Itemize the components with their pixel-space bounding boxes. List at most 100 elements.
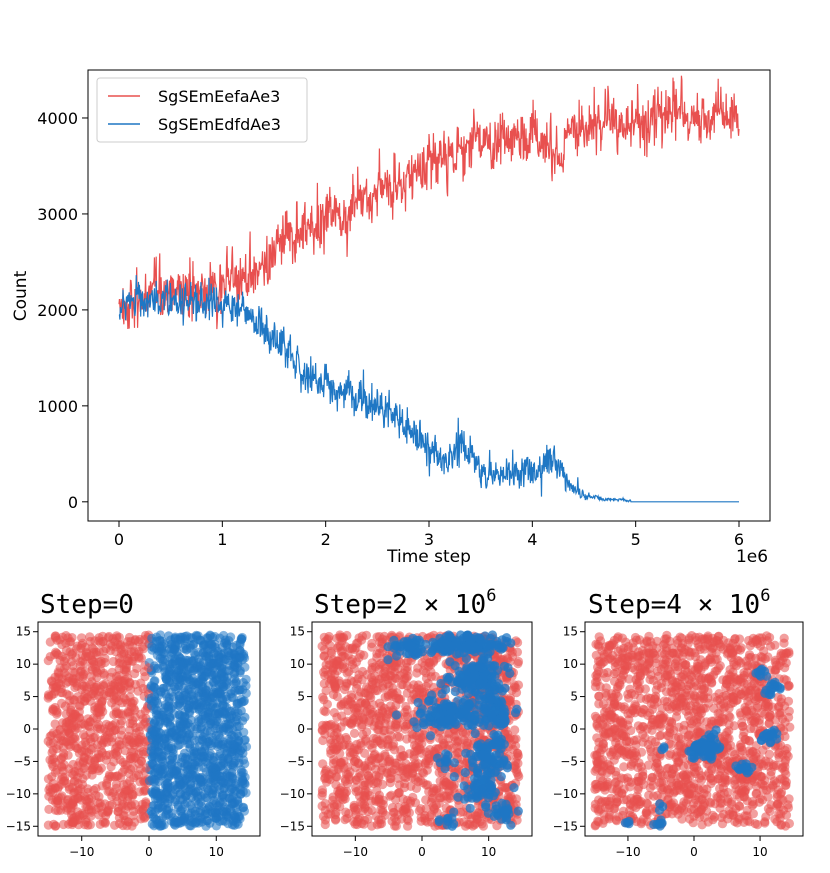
y-tick-label: 10	[290, 657, 305, 671]
scatter-point	[204, 801, 214, 811]
scatter-point	[447, 821, 457, 831]
y-tick-label: −15	[280, 819, 305, 833]
scatter-point	[174, 691, 184, 701]
scatter-point	[161, 689, 171, 699]
scatter-point	[44, 791, 54, 801]
scatter-point	[333, 643, 343, 653]
scatter-point	[465, 819, 475, 830]
y-tick-label: 0	[68, 493, 78, 512]
scatter-point	[132, 663, 142, 674]
scatter-point	[81, 795, 91, 805]
scatter-point	[211, 790, 221, 800]
scatter-point	[155, 821, 165, 831]
scatter-point	[402, 666, 412, 676]
scatter-point	[447, 716, 457, 726]
scatter-point	[367, 638, 377, 649]
scatter-point	[402, 681, 412, 691]
scatter-point	[92, 724, 102, 734]
scatter-point	[429, 682, 439, 693]
scatter-point	[70, 741, 80, 751]
scatter-point	[329, 744, 339, 754]
x-axis-label: Time step	[386, 547, 471, 567]
scatter-point	[465, 711, 475, 721]
scatter-point	[449, 758, 459, 768]
x-tick-label: 3	[424, 530, 434, 549]
scatter-point	[470, 670, 480, 681]
scatter-point	[217, 642, 227, 652]
scatter-point	[464, 689, 474, 699]
scatter-point	[63, 633, 73, 643]
scatter-point	[473, 768, 483, 778]
scatter-point	[241, 688, 251, 699]
scatter-point	[233, 708, 243, 718]
scatter-point	[193, 791, 203, 801]
scatter-point	[459, 781, 469, 791]
scatter-point	[399, 782, 410, 793]
scatter-point	[328, 663, 339, 673]
scatter-point	[128, 716, 138, 726]
scatter-point	[165, 664, 176, 675]
scatter-point	[80, 688, 91, 698]
scatter-point	[120, 746, 130, 756]
scatter-point	[52, 765, 62, 775]
scatter-point	[416, 804, 426, 814]
scatter-point	[225, 714, 235, 724]
scatter-point	[378, 681, 388, 691]
legend-box	[96, 77, 308, 143]
scatter-point	[112, 742, 122, 752]
scatter-point	[73, 793, 83, 804]
scatter-point	[497, 698, 507, 708]
scatter-point	[376, 658, 386, 668]
scatter-point	[136, 756, 146, 766]
scatter-point	[131, 771, 141, 781]
scatter-point	[106, 672, 116, 682]
scatter-point	[75, 810, 85, 820]
scatter-point	[323, 809, 333, 819]
scatter-point	[235, 645, 245, 655]
scatter-points	[43, 630, 252, 831]
scatter-point	[92, 650, 102, 660]
scatter-point	[318, 759, 328, 769]
scatter-point	[99, 646, 109, 656]
scatter-point	[355, 698, 365, 708]
scatter-point	[399, 805, 409, 815]
scatter-point	[134, 734, 144, 745]
scatter-point	[57, 651, 67, 662]
scatter-point	[109, 757, 119, 767]
scatter-point	[73, 692, 83, 702]
scatter-point	[378, 779, 388, 790]
scatter-point	[377, 763, 387, 773]
scatter-point	[81, 647, 91, 657]
scatter-point	[431, 709, 441, 719]
scatter-point	[146, 746, 156, 756]
scatter-point	[118, 659, 128, 669]
scatter-point	[94, 708, 104, 718]
scatter-point	[354, 705, 364, 715]
scatter-point	[362, 727, 372, 737]
scatter-point	[330, 810, 340, 820]
scatter-point	[229, 740, 239, 750]
scatter-point	[100, 817, 110, 827]
scatter-point	[483, 808, 493, 818]
scatter-point	[178, 795, 188, 805]
scatter-point	[513, 637, 523, 648]
scatter-point	[487, 712, 497, 722]
scatter-point	[483, 753, 493, 764]
scatter-point	[349, 728, 360, 739]
scatter-point	[140, 672, 150, 682]
y-tick-label: 5	[23, 690, 31, 704]
scatter-point	[73, 786, 83, 796]
scatter-point	[400, 707, 410, 718]
scatter-point	[502, 760, 512, 770]
legend-label-0: SgSEmEefaAe3	[158, 87, 280, 106]
scatter-point	[91, 783, 101, 794]
scatter-point	[383, 655, 393, 665]
scatter-point	[102, 737, 112, 747]
scatter-point	[509, 761, 520, 771]
scatter-point	[167, 753, 177, 763]
scatter-point	[164, 696, 174, 707]
scatter-point	[320, 819, 330, 830]
scatter-point	[391, 761, 401, 771]
scatter-point	[479, 653, 489, 663]
scatter-point	[108, 656, 118, 667]
